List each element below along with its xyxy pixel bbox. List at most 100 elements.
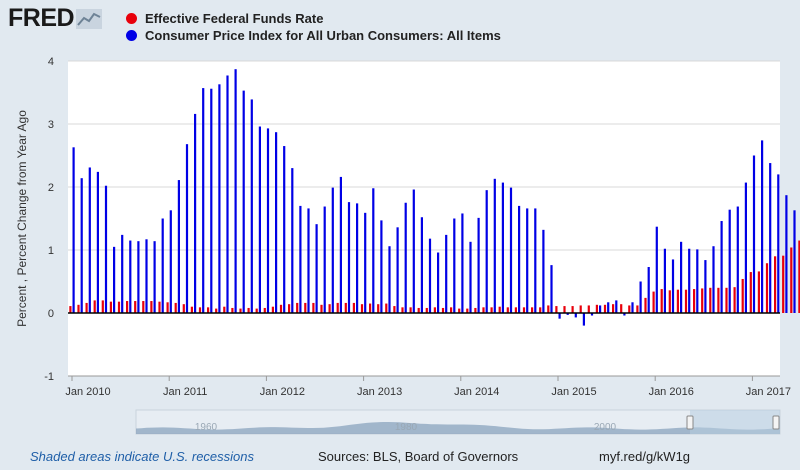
bar-fed-funds <box>652 291 655 313</box>
bar-cpi <box>509 187 513 313</box>
bar-fed-funds <box>377 304 380 313</box>
navigator-handle-left[interactable] <box>686 415 694 430</box>
bar-cpi <box>299 205 302 313</box>
bar-cpi <box>218 84 221 313</box>
bar-fed-funds <box>717 287 720 313</box>
x-tick-label: Jan 2016 <box>649 386 694 398</box>
bar-fed-funds <box>660 289 663 313</box>
bar-fed-funds <box>142 301 145 313</box>
bar-fed-funds <box>77 304 80 313</box>
bar-fed-funds <box>555 306 558 313</box>
bar-cpi <box>364 212 367 313</box>
bar-fed-funds <box>93 300 96 313</box>
bar-fed-funds <box>69 306 72 313</box>
bar-cpi <box>372 188 375 313</box>
bar-cpi <box>104 185 108 313</box>
bar-fed-funds <box>166 302 169 313</box>
bar-cpi <box>655 226 658 313</box>
plot-background <box>68 61 780 376</box>
x-tick-label: Jan 2017 <box>746 386 791 398</box>
bar-fed-funds <box>587 305 590 313</box>
navigator-handle-right[interactable] <box>772 415 780 430</box>
bar-fed-funds <box>595 304 598 313</box>
bar-cpi <box>315 224 318 313</box>
bar-fed-funds <box>693 289 696 313</box>
recession-note[interactable]: Shaded areas indicate U.S. recessions <box>30 449 255 464</box>
bar-fed-funds <box>352 302 355 313</box>
legend-item-cpi[interactable]: Consumer Price Index for All Urban Consu… <box>126 27 501 44</box>
bar-fed-funds <box>798 240 800 313</box>
bar-cpi <box>185 144 189 313</box>
bar-cpi <box>226 75 229 314</box>
bar-cpi <box>161 218 164 313</box>
navigator-year-label: 1960 <box>195 422 218 433</box>
bar-fed-funds <box>369 303 372 313</box>
bar-cpi <box>582 313 585 326</box>
bar-fed-funds <box>158 301 161 313</box>
bar-cpi <box>234 69 237 313</box>
bar-fed-funds <box>450 307 453 313</box>
bar-chart[interactable]: -1 0 1 2 3 4 Percent , Percent Change from Yea… <box>0 48 800 408</box>
bar-fed-funds <box>490 307 493 313</box>
bar-fed-funds <box>425 307 428 313</box>
y-tick-label: -1 <box>44 371 54 383</box>
bar-fed-funds <box>612 304 615 313</box>
bar-fed-funds <box>749 272 752 313</box>
bar-fed-funds <box>644 297 647 313</box>
bar-cpi <box>550 265 553 313</box>
bar-fed-funds <box>790 247 793 313</box>
bar-fed-funds <box>563 306 566 313</box>
navigator-year-label: 1980 <box>395 422 418 433</box>
legend-swatch-red <box>126 13 137 24</box>
bar-fed-funds <box>725 287 728 313</box>
bar-cpi <box>485 190 488 313</box>
bar-fed-funds <box>247 307 250 313</box>
bar-cpi <box>396 227 399 313</box>
bar-cpi <box>704 260 707 313</box>
navigator-minimap[interactable]: 1960 1980 2000 <box>0 408 800 438</box>
bar-cpi <box>671 259 675 313</box>
bar-fed-funds <box>85 302 88 313</box>
legend-item-fed-funds[interactable]: Effective Federal Funds Rate <box>126 10 501 27</box>
bar-cpi <box>121 234 124 313</box>
short-link[interactable]: myf.red/g/kW1g <box>599 449 691 464</box>
bar-cpi <box>469 241 472 313</box>
bar-cpi <box>356 203 359 313</box>
x-tick-label: Jan 2015 <box>551 386 596 398</box>
bar-fed-funds <box>304 302 307 313</box>
bar-cpi <box>250 99 253 314</box>
bar-cpi <box>769 163 772 313</box>
bar-fed-funds <box>765 263 769 313</box>
y-tick-label: 0 <box>48 308 54 320</box>
navigator-selection[interactable] <box>690 410 780 434</box>
bar-fed-funds <box>458 308 461 313</box>
x-tick-label: Jan 2012 <box>260 386 305 398</box>
bar-fed-funds <box>441 307 445 313</box>
bar-fed-funds <box>522 307 526 313</box>
x-tick-label: Jan 2010 <box>65 386 110 398</box>
bar-fed-funds <box>709 287 712 313</box>
fred-logo[interactable]: FRED <box>8 4 103 33</box>
bar-fed-funds <box>344 302 347 313</box>
bar-cpi <box>477 217 480 313</box>
bar-fed-funds <box>328 304 331 313</box>
bar-fed-funds <box>279 304 283 313</box>
bar-fed-funds <box>198 307 202 313</box>
bar-fed-funds <box>223 306 226 313</box>
bar-cpi <box>145 239 148 313</box>
bar-cpi <box>331 187 334 313</box>
bar-cpi <box>307 208 310 313</box>
bar-cpi <box>88 167 91 313</box>
bar-cpi <box>777 174 780 313</box>
bar-cpi <box>129 240 132 313</box>
bar-cpi <box>202 88 205 313</box>
bar-fed-funds <box>409 307 412 313</box>
bar-cpi <box>744 182 747 313</box>
bar-cpi <box>461 213 464 313</box>
y-axis-label: Percent , Percent Change from Year Ago <box>15 110 29 327</box>
bar-cpi <box>752 155 756 313</box>
bar-fed-funds <box>782 255 785 313</box>
bar-fed-funds <box>320 304 323 313</box>
bar-fed-funds <box>182 304 185 313</box>
bar-cpi <box>291 168 294 313</box>
